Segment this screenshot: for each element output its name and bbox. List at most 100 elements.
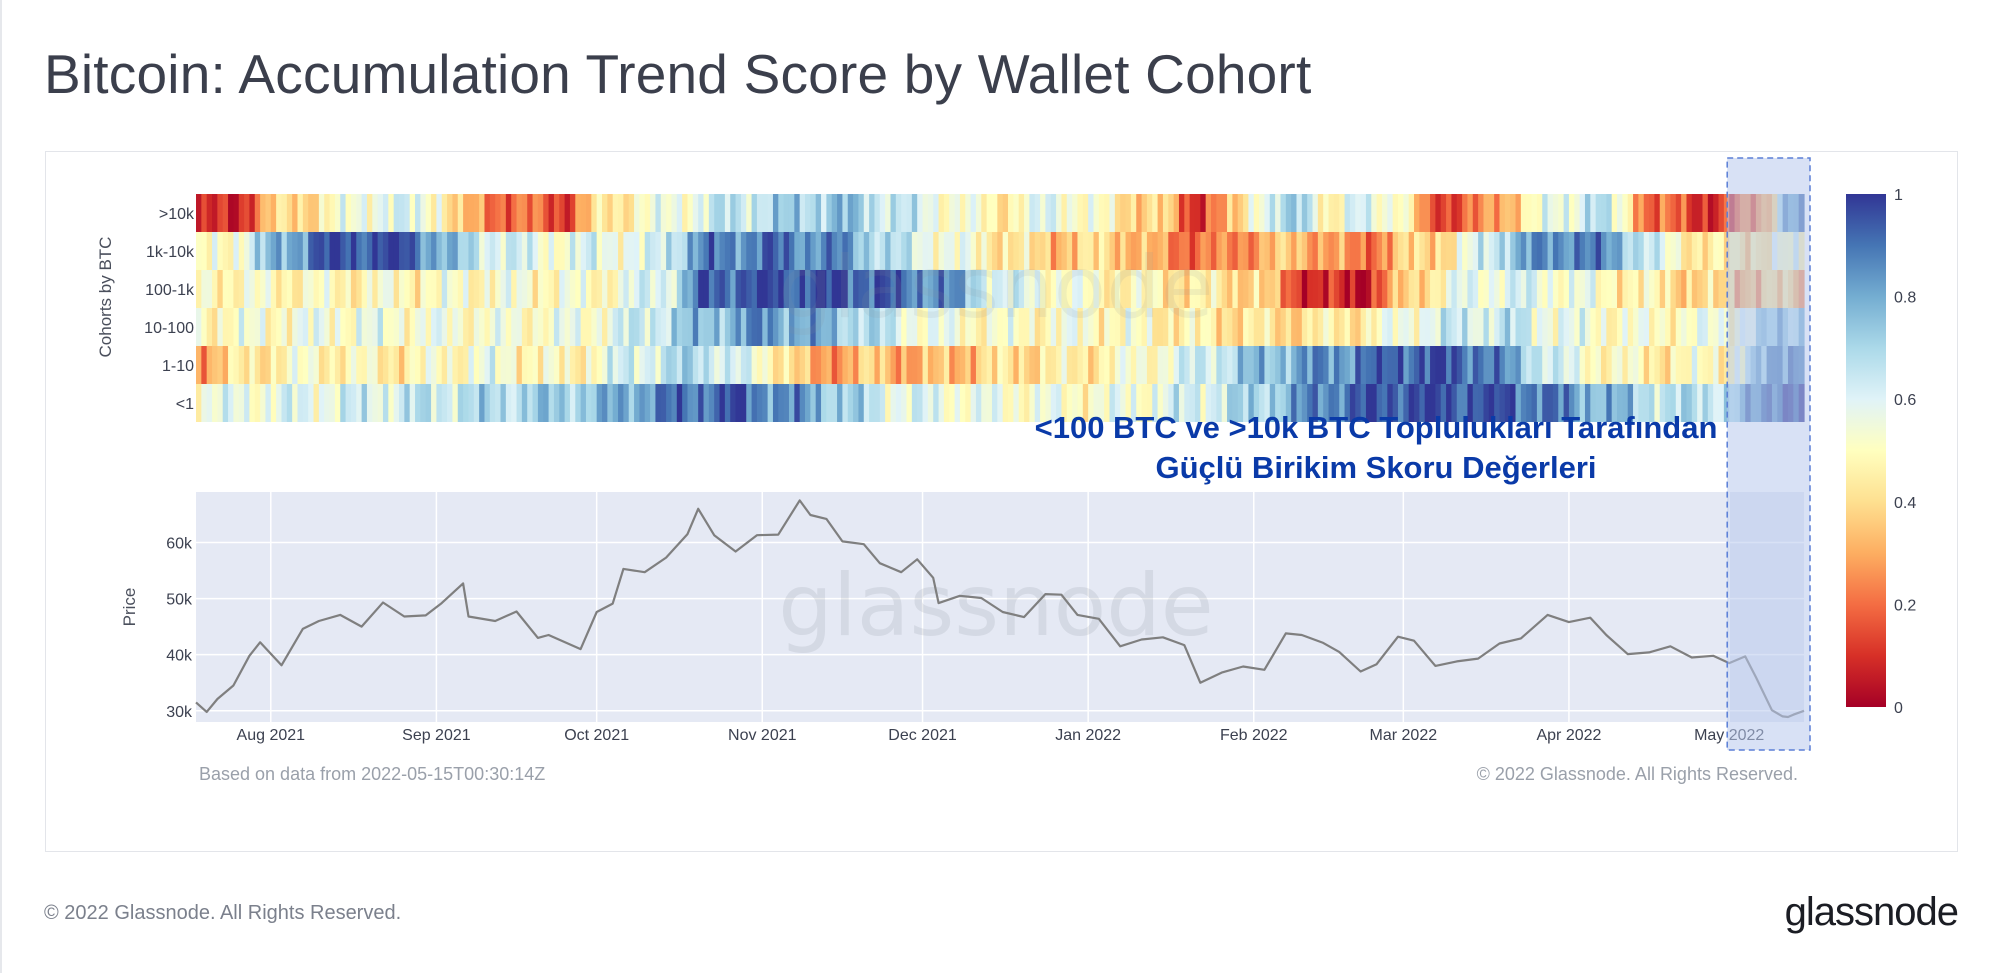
heatmap-cell: [1697, 308, 1704, 346]
heatmap-cell: [1478, 308, 1485, 346]
heatmap-cell: [543, 384, 550, 422]
heatmap-cell: [1494, 346, 1501, 384]
heatmap-cell: [911, 346, 918, 384]
heatmap-cell: [281, 308, 288, 346]
heatmap-cell: [1194, 232, 1201, 270]
heatmap-cell: [607, 270, 614, 308]
colorbar-tick-label: 1: [1894, 187, 1903, 204]
heatmap-cell: [447, 346, 454, 384]
heatmap-cell: [751, 270, 758, 308]
heatmap-cell: [1275, 384, 1282, 422]
heatmap-cell: [858, 270, 865, 308]
heatmap-cell: [799, 346, 806, 384]
heatmap-cell: [1050, 308, 1057, 346]
heatmap-cell: [1141, 308, 1148, 346]
heatmap-cell: [1520, 346, 1527, 384]
heatmap-cell: [1312, 232, 1319, 270]
heatmap-cell: [532, 346, 539, 384]
heatmap-cell: [1504, 346, 1511, 384]
heatmap-cell: [1531, 194, 1538, 232]
heatmap-cell: [1606, 232, 1613, 270]
heatmap-cell: [660, 384, 667, 422]
heatmap-cell: [618, 270, 624, 308]
heatmap-cell: [724, 232, 731, 270]
heatmap-cell: [553, 346, 560, 384]
heatmap-cell: [618, 346, 624, 384]
heatmap-cell: [404, 232, 411, 270]
heatmap-cell: [489, 270, 496, 308]
heatmap-cell: [682, 384, 689, 422]
heatmap-cell: [217, 270, 224, 308]
heatmap-cell: [452, 194, 459, 232]
heatmap-cell: [1595, 232, 1602, 270]
heatmap-cell: [1130, 384, 1137, 422]
heatmap-cell: [1243, 346, 1250, 384]
heatmap-cell: [1349, 232, 1356, 270]
heatmap-cell: [1686, 270, 1693, 308]
heatmap-cell: [1638, 346, 1645, 384]
heatmap-cell: [1483, 308, 1490, 346]
heatmap-cell: [847, 194, 854, 232]
heatmap-cell: [874, 270, 881, 308]
heatmap-cell: [639, 270, 646, 308]
heatmap-cell: [1355, 232, 1362, 270]
heatmap-cell: [1114, 308, 1121, 346]
heatmap-cell: [842, 270, 849, 308]
heatmap-cell: [1387, 270, 1394, 308]
heatmap-cell: [372, 270, 379, 308]
heatmap-cell: [254, 308, 261, 346]
heatmap-cell: [479, 308, 486, 346]
heatmap-cell: [650, 346, 657, 384]
heatmap-cell: [452, 232, 459, 270]
heatmap-cell: [1488, 232, 1495, 270]
heatmap-cell: [1040, 194, 1047, 232]
heatmap-cell: [1194, 308, 1201, 346]
heatmap-cell: [1456, 194, 1463, 232]
heatmap-cell: [591, 194, 598, 232]
heatmap-cell: [308, 308, 315, 346]
heatmap-cell: [1275, 270, 1282, 308]
heatmap-cell: [1232, 194, 1239, 232]
heatmap-cell: [660, 270, 667, 308]
heatmap-cell: [1237, 384, 1244, 422]
heatmap-cell: [366, 232, 373, 270]
heatmap-cell: [847, 384, 854, 422]
heatmap-cell: [799, 194, 806, 232]
heatmap-cell: [1606, 308, 1613, 346]
heatmap-cell: [596, 308, 603, 346]
heatmap-cell: [495, 346, 502, 384]
heatmap-cell: [1349, 384, 1356, 422]
heatmap-cell: [1077, 346, 1084, 384]
heatmap-cell: [196, 346, 202, 384]
heatmap-cell: [692, 232, 699, 270]
heatmap-cell: [409, 346, 416, 384]
heatmap-cell: [767, 232, 774, 270]
heatmap-cell: [1072, 270, 1079, 308]
heatmap-cell: [756, 384, 763, 422]
heatmap-cell: [1104, 270, 1111, 308]
heatmap-cell: [1114, 270, 1121, 308]
heatmap-cell: [1296, 232, 1303, 270]
heatmap-cell: [634, 384, 640, 422]
heatmap-cell: [222, 232, 229, 270]
heatmap-cell: [505, 308, 512, 346]
heatmap-cell: [628, 232, 635, 270]
heatmap-cell: [436, 232, 443, 270]
heatmap-cell: [473, 384, 480, 422]
heatmap-cell: [1681, 308, 1688, 346]
glassnode-logo[interactable]: glassnode: [1784, 890, 1959, 934]
heatmap-cell: [1494, 384, 1501, 422]
heatmap-cell: [1018, 194, 1025, 232]
heatmap-cell: [1323, 346, 1330, 384]
heatmap-cell: [1120, 346, 1127, 384]
heatmap-cell: [553, 308, 560, 346]
heatmap-cell: [879, 308, 886, 346]
heatmap-cell: [751, 384, 758, 422]
heatmap-cell: [559, 194, 566, 232]
heatmap-cell: [1558, 308, 1565, 346]
heatmap-cell: [901, 232, 908, 270]
heatmap-cell: [623, 308, 630, 346]
heatmap-cell: [1232, 384, 1239, 422]
heatmap-cell: [1371, 308, 1378, 346]
heatmap-cell: [1264, 194, 1271, 232]
